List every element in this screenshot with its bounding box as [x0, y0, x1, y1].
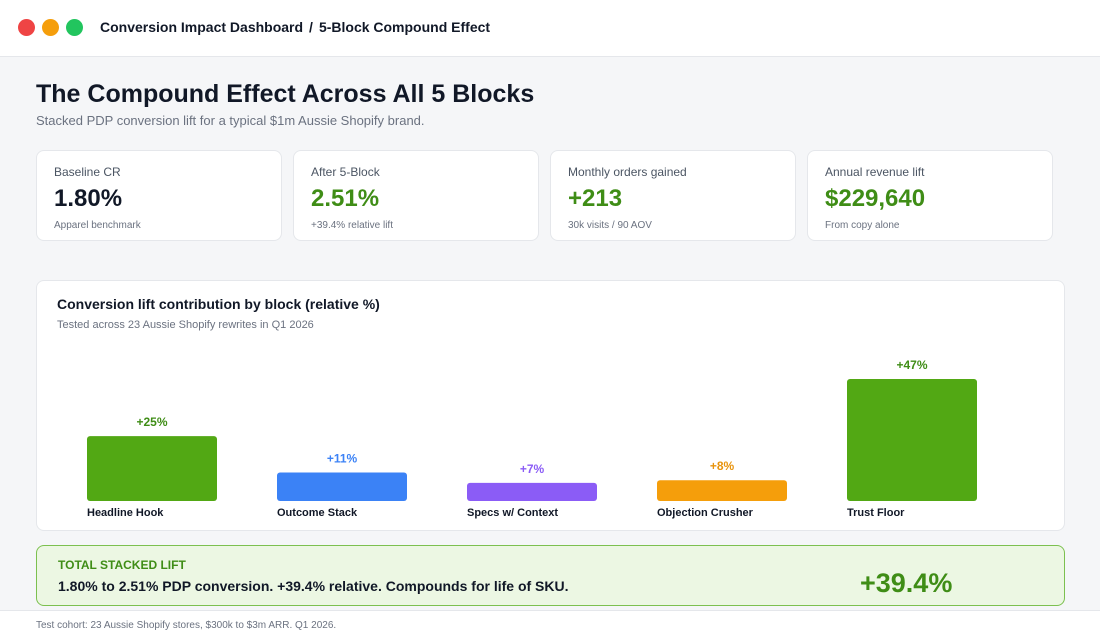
bar-specs-w-context — [467, 482, 597, 501]
total-lift-banner: TOTAL STACKED LIFT 1.80% to 2.51% PDP co… — [36, 545, 1065, 606]
category-label-objection-crusher: Objection Crusher — [657, 507, 754, 519]
total-lift-label: TOTAL STACKED LIFT — [58, 558, 186, 572]
data-label-specs-w-context: +7% — [520, 462, 545, 476]
window-titlebar: Conversion Impact Dashboard / 5-Block Comp… — [0, 0, 1100, 57]
kpi-card-revenue: Annual revenue lift $229,640 From copy a… — [807, 150, 1053, 241]
kpi-card-baseline: Baseline CR 1.80% Apparel benchmark — [36, 150, 282, 241]
kpi-card-after: After 5-Block 2.51% +39.4% relative lift — [293, 150, 539, 241]
maximize-window-button[interactable] — [66, 19, 83, 36]
bar-chart: +25% Headline Hook +11% Outcome Stack +7% Spe… — [87, 358, 977, 519]
bar-trust-floor — [847, 379, 977, 501]
close-window-button[interactable] — [18, 19, 35, 36]
data-label-objection-crusher: +8% — [710, 459, 735, 473]
chart-title: Conversion lift contribution by block (r… — [57, 296, 380, 312]
kpi-card-orders: Monthly orders gained +213 30k visits / … — [550, 150, 796, 241]
breadcrumb-item-current: 5-Block Compound Effect — [318, 19, 491, 35]
kpi-label: Baseline CR — [54, 165, 121, 179]
page-title: The Compound Effect Across All 5 Blocks — [36, 80, 535, 108]
kpi-note: From copy alone — [825, 220, 900, 231]
breadcrumb-separator: / — [309, 19, 313, 35]
kpi-value: $229,640 — [825, 185, 926, 212]
kpi-value: +213 — [568, 185, 623, 212]
category-label-headline-hook: Headline Hook — [87, 507, 164, 519]
kpi-note: 30k visits / 90 AOV — [568, 220, 652, 231]
category-label-specs-w-context: Specs w/ Context — [467, 507, 558, 519]
bar-headline-hook — [87, 436, 217, 501]
total-lift-value: +39.4% — [860, 568, 953, 598]
total-lift-summary: 1.80% to 2.51% PDP conversion. +39.4% re… — [58, 578, 569, 594]
kpi-value: 1.80% — [54, 185, 123, 212]
bar-objection-crusher — [657, 480, 787, 501]
kpi-label: Annual revenue lift — [825, 165, 925, 179]
data-label-headline-hook: +25% — [136, 415, 167, 429]
breadcrumb-item-dashboard[interactable]: Conversion Impact Dashboard — [100, 19, 304, 35]
breadcrumb: Conversion Impact Dashboard / 5-Block Comp… — [100, 19, 490, 35]
kpi-note: +39.4% relative lift — [311, 220, 393, 231]
kpi-label: After 5-Block — [311, 165, 380, 179]
kpi-note: Apparel benchmark — [54, 220, 141, 231]
footer-note: Test cohort: 23 Aussie Shopify stores, $… — [36, 620, 337, 631]
bar-outcome-stack — [277, 472, 407, 501]
category-label-trust-floor: Trust Floor — [847, 507, 905, 519]
kpi-value: 2.51% — [311, 185, 380, 212]
footer: Test cohort: 23 Aussie Shopify stores, $… — [0, 610, 1100, 640]
kpi-label: Monthly orders gained — [568, 165, 687, 179]
data-label-trust-floor: +47% — [896, 358, 927, 372]
category-label-outcome-stack: Outcome Stack — [277, 507, 358, 519]
page-subtitle: Stacked PDP conversion lift for a typica… — [36, 113, 425, 128]
data-label-outcome-stack: +11% — [327, 451, 358, 465]
chart-subtitle: Tested across 23 Aussie Shopify rewrites… — [57, 319, 314, 331]
minimize-window-button[interactable] — [42, 19, 59, 36]
chart-card: Conversion lift contribution by block (r… — [36, 280, 1065, 531]
